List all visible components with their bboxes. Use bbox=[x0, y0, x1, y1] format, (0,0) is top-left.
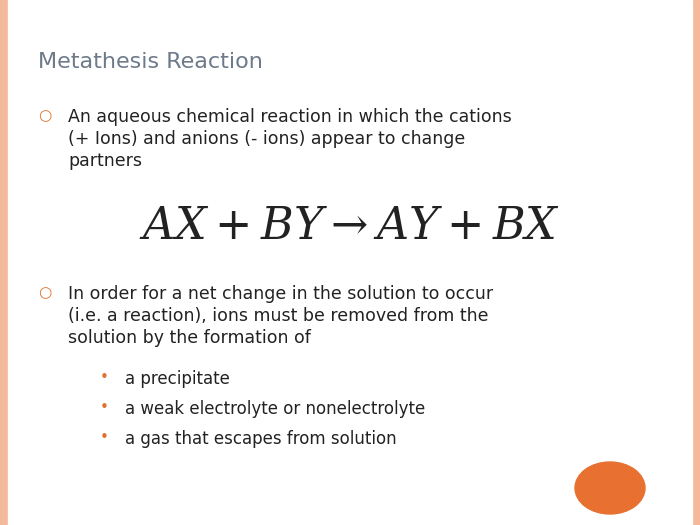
Text: solution by the formation of: solution by the formation of bbox=[68, 329, 311, 347]
Text: $\mathit{AX + BY \rightarrow AY + BX}$: $\mathit{AX + BY \rightarrow AY + BX}$ bbox=[139, 205, 561, 248]
Bar bbox=[690, 0, 692, 525]
Bar bbox=[8, 0, 10, 525]
Text: a gas that escapes from solution: a gas that escapes from solution bbox=[125, 430, 397, 448]
Text: •: • bbox=[100, 400, 109, 415]
Text: Metathesis Reaction: Metathesis Reaction bbox=[38, 52, 263, 72]
Text: partners: partners bbox=[68, 152, 142, 170]
Text: (+ Ions) and anions (- ions) appear to change: (+ Ions) and anions (- ions) appear to c… bbox=[68, 130, 466, 148]
Text: •: • bbox=[100, 370, 109, 385]
Text: In order for a net change in the solution to occur: In order for a net change in the solutio… bbox=[68, 285, 493, 303]
Bar bbox=[0, 0, 8, 525]
Bar bbox=[692, 0, 700, 525]
Text: ○: ○ bbox=[38, 108, 51, 123]
Text: •: • bbox=[100, 430, 109, 445]
Text: An aqueous chemical reaction in which the cations: An aqueous chemical reaction in which th… bbox=[68, 108, 512, 126]
Text: a precipitate: a precipitate bbox=[125, 370, 230, 388]
Ellipse shape bbox=[575, 462, 645, 514]
Text: (i.e. a reaction), ions must be removed from the: (i.e. a reaction), ions must be removed … bbox=[68, 307, 489, 325]
Text: a weak electrolyte or nonelectrolyte: a weak electrolyte or nonelectrolyte bbox=[125, 400, 426, 418]
Text: ○: ○ bbox=[38, 285, 51, 300]
